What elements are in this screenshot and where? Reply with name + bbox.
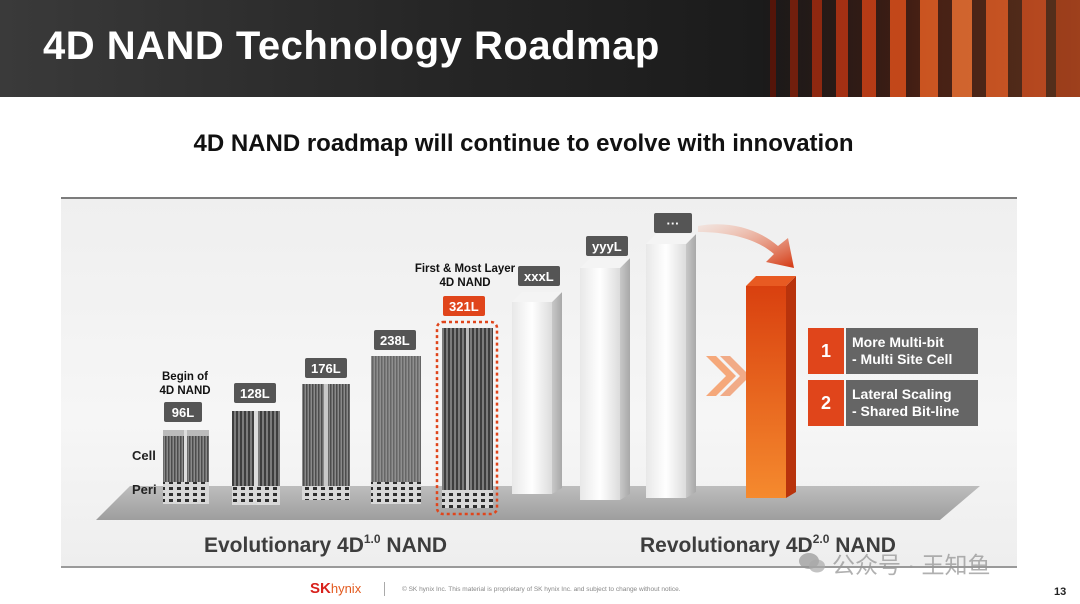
feature-2-number: 2 (808, 380, 844, 426)
pillar-yyyL (580, 258, 630, 500)
feature-1: 1 More Multi-bit - Multi Site Cell (808, 328, 978, 374)
cross-section-176L (302, 384, 350, 500)
pillar-4d2 (746, 276, 796, 498)
watermark-text: 公众号 · 王知鱼 (832, 552, 991, 578)
footer-separator (384, 582, 385, 596)
copyright-text: © SK hynix Inc. This material is proprie… (402, 586, 681, 593)
feature-2-line1: Lateral Scaling (852, 386, 952, 402)
cross-section-321L (435, 320, 499, 516)
sk-hynix-logo: SKhynix (310, 580, 362, 597)
feature-2-text: Lateral Scaling - Shared Bit-line (846, 380, 978, 426)
cross-section-96L (163, 430, 209, 504)
slide-subtitle: 4D NAND roadmap will continue to evolve … (193, 130, 854, 157)
badge-128L: 128L (234, 383, 276, 403)
badge-yyyL: yyyL (586, 236, 628, 256)
badge-321L: 321L (443, 296, 485, 316)
feature-2: 2 Lateral Scaling - Shared Bit-line (808, 380, 978, 426)
cross-section-128L (232, 411, 280, 505)
feature-2-line2: - Shared Bit-line (852, 403, 960, 419)
page-number: 13 (1054, 586, 1067, 598)
feature-1-line2: - Multi Site Cell (852, 351, 953, 367)
header-decoration (760, 0, 1080, 97)
feature-1-line1: More Multi-bit (852, 334, 944, 350)
panel-divider (61, 566, 1017, 568)
badge-xxxL: xxxL (518, 266, 560, 286)
peri-label: Peri (132, 482, 157, 497)
cell-label: Cell (132, 448, 156, 463)
begin-note: Begin of 4D NAND (159, 371, 211, 397)
badge-238L: 238L (374, 330, 416, 350)
feature-1-number: 1 (808, 328, 844, 374)
header-bar: 4D NAND Technology Roadmap (0, 0, 1080, 97)
wechat-icon (799, 553, 825, 573)
page-title: 4D NAND Technology Roadmap (43, 24, 660, 68)
evolutionary-label: Evolutionary 4D1.0 NAND (204, 532, 448, 557)
first-note: First & Most Layer 4D NAND (414, 263, 516, 289)
pillar-xxxL (512, 292, 562, 494)
pillar-ellipsis (646, 234, 696, 498)
revolutionary-label: Revolutionary 4D2.0 NAND (640, 532, 896, 557)
badge-96L: 96L (164, 402, 202, 422)
transition-arrow (698, 224, 794, 268)
chevron-right-icon (706, 356, 750, 396)
watermark: 公众号 · 王知鱼 (798, 546, 990, 580)
badge-ellipsis: ··· (654, 213, 692, 233)
badge-176L: 176L (305, 358, 347, 378)
cross-section-238L (371, 356, 421, 504)
feature-1-text: More Multi-bit - Multi Site Cell (846, 328, 978, 374)
